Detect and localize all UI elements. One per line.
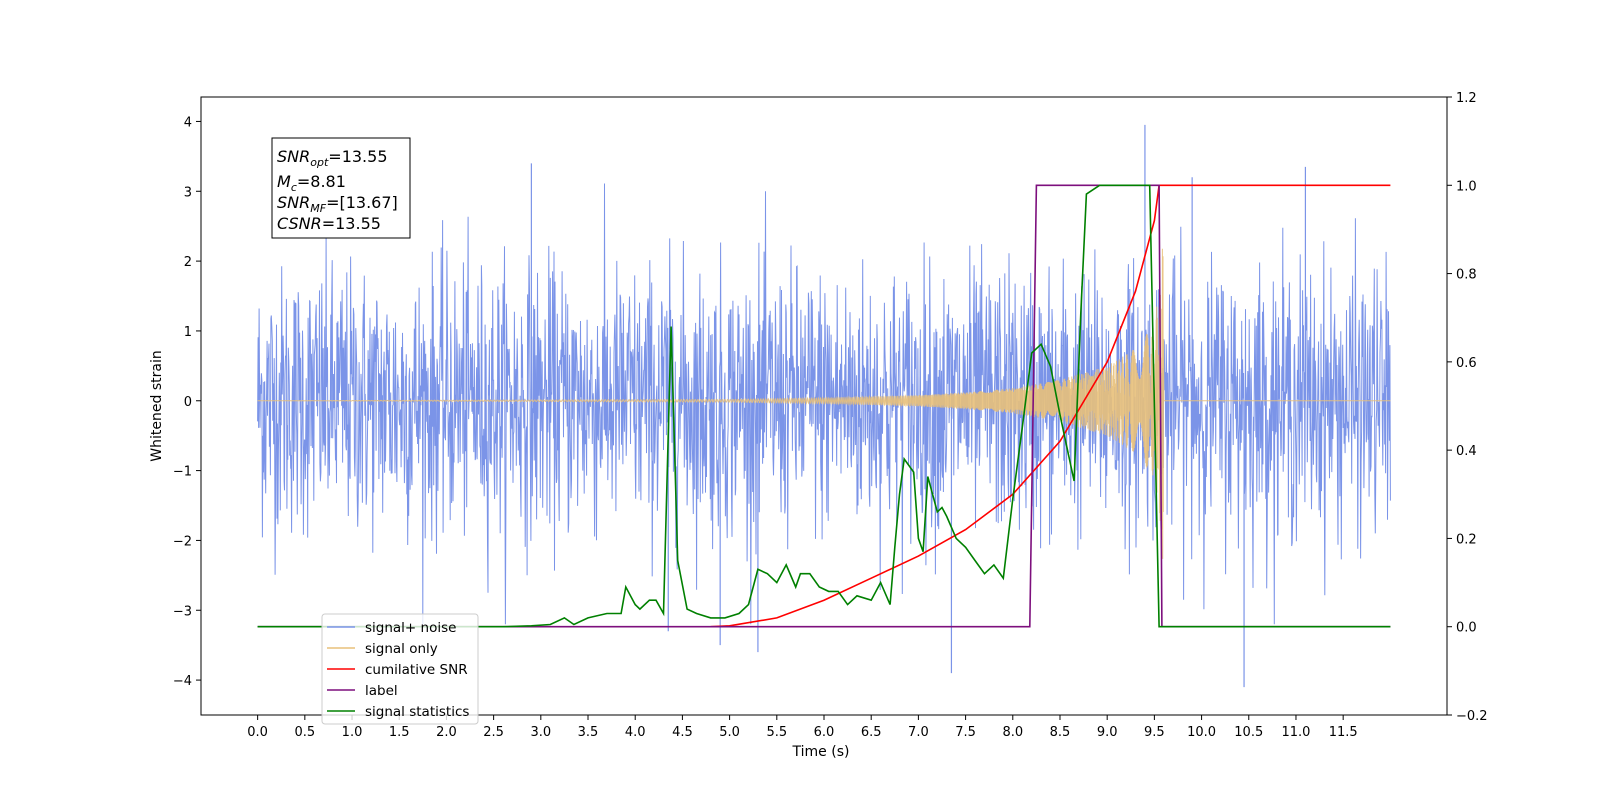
series-signal-noise: [257, 183, 1391, 625]
y-tick-label: 3: [184, 185, 192, 200]
y2-tick-label: 0.0: [1456, 621, 1477, 636]
x-tick-label: 7.0: [908, 725, 929, 740]
x-tick-label: 8.5: [1050, 725, 1071, 740]
x-tick-label: 5.0: [719, 725, 740, 740]
y-tick-label: −2: [173, 534, 192, 549]
x-tick-label: 3.0: [530, 725, 551, 740]
x-tick-label: 6.0: [814, 725, 835, 740]
x-tick-label: 2.0: [436, 725, 457, 740]
y-tick-label: −4: [173, 674, 192, 689]
x-tick-label: 3.5: [578, 725, 599, 740]
annotation-box: SNRopt=13.55 Mc=8.81 SNRMF=[13.67] CSNR=…: [271, 137, 411, 239]
y-tick-label: −1: [173, 465, 192, 480]
legend: signal+ noise signal only cumilative SNR la…: [321, 613, 479, 725]
annotation-snr-mf: SNRMF=[13.67]: [277, 193, 398, 215]
x-tick-label: 1.0: [342, 725, 363, 740]
legend-label: label: [365, 683, 398, 699]
legend-label: signal+ noise: [365, 620, 456, 636]
annotation-csnr: CSNR=13.55: [277, 214, 381, 233]
y2-tick-label: 0.8: [1456, 268, 1477, 283]
x-tick-label: 0.5: [294, 725, 315, 740]
y2-tick-label: 1.2: [1456, 91, 1477, 106]
y-tick-label: 2: [184, 255, 192, 270]
y-tick-label: 4: [184, 115, 192, 130]
y2-tick-label: −0.2: [1456, 709, 1488, 724]
y2-tick-label: 0.4: [1456, 444, 1477, 459]
x-tick-label: 6.5: [861, 725, 882, 740]
x-tick-label: 9.5: [1144, 725, 1165, 740]
legend-frame: [321, 613, 479, 725]
y-tick-label: 1: [184, 325, 192, 340]
x-tick-label: 10.5: [1234, 725, 1263, 740]
x-tick-label: 5.5: [766, 725, 787, 740]
x-tick-label: 11.0: [1281, 725, 1310, 740]
legend-label: signal statistics: [365, 704, 469, 720]
x-tick-label: 1.5: [389, 725, 410, 740]
annotation-snr-opt: SNRopt=13.55: [277, 147, 388, 169]
x-axis-label: Time (s): [792, 744, 850, 760]
y2-tick-label: 1.0: [1456, 179, 1477, 194]
x-tick-label: 8.0: [1002, 725, 1023, 740]
x-tick-label: 11.5: [1329, 725, 1358, 740]
x-tick-label: 10.0: [1187, 725, 1216, 740]
series-signal-only: [257, 248, 1391, 559]
legend-label: signal only: [365, 641, 438, 657]
x-tick-label: 4.0: [625, 725, 646, 740]
x-tick-label: 9.0: [1097, 725, 1118, 740]
y-tick-label: 0: [184, 395, 192, 410]
x-tick-label: 0.0: [247, 725, 268, 740]
annotation-mc: Mc=8.81: [277, 172, 346, 194]
series-signal-statistics: [257, 184, 1391, 628]
x-tick-label: 7.5: [955, 725, 976, 740]
x-tick-label: 4.5: [672, 725, 693, 740]
y-tick-label: −3: [173, 604, 192, 619]
x-tick-label: 2.5: [483, 725, 504, 740]
legend-label: cumilative SNR: [365, 662, 468, 678]
y-axis-label: Whitened strain: [149, 350, 165, 461]
y2-tick-label: 0.6: [1456, 356, 1477, 371]
y2-tick-label: 0.2: [1456, 532, 1477, 547]
